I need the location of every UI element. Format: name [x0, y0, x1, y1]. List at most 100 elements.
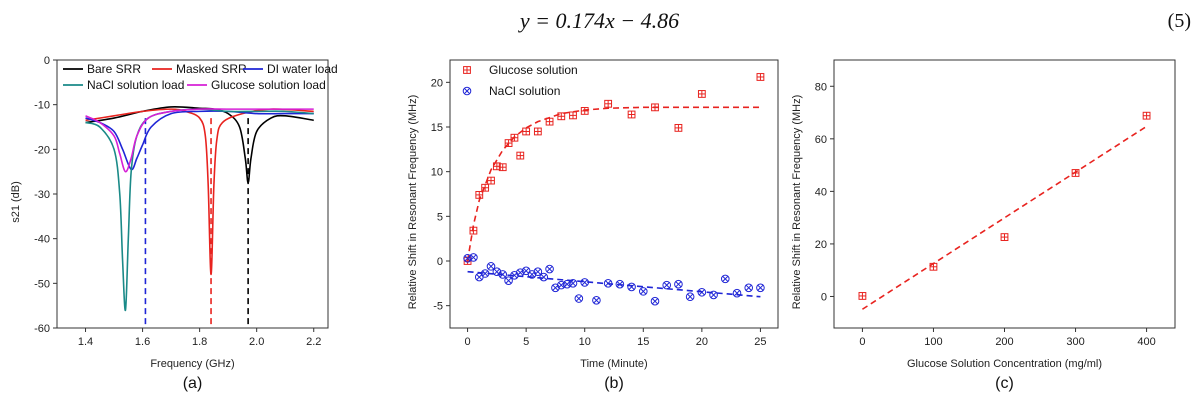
- panel-label: (b): [604, 375, 624, 392]
- plot-area: [463, 73, 765, 306]
- data-point: [858, 292, 867, 300]
- plot-frame: [56, 59, 329, 329]
- y-tick-label: 0: [437, 256, 443, 268]
- data-point: [1000, 233, 1009, 241]
- data-point: [522, 127, 531, 136]
- data-point: [650, 296, 660, 306]
- panel-label: (a): [183, 375, 203, 392]
- data-point: [627, 282, 636, 292]
- data-point: [615, 279, 625, 289]
- data-point: [1142, 111, 1151, 120]
- data-point: [744, 283, 754, 293]
- data-point: [929, 262, 938, 271]
- x-tick-label: 25: [754, 336, 766, 348]
- y-tick-label: -5: [433, 301, 443, 313]
- y-tick-label: -60: [34, 323, 50, 335]
- x-tick-label: 20: [696, 336, 708, 348]
- y-tick-label: 10: [431, 167, 443, 179]
- legend-entry: Glucose solution load: [211, 78, 326, 92]
- y-tick-label: 0: [821, 291, 827, 303]
- x-tick-label: 100: [924, 336, 942, 348]
- x-axis-label: Glucose Solution Concentration (mg/ml): [907, 358, 1102, 370]
- data-point: [756, 73, 765, 81]
- data-point: [674, 123, 683, 132]
- series-line-5: [85, 108, 314, 173]
- y-axis-label: Relative Shift in Resonant Frequency (MH…: [407, 95, 419, 310]
- y-tick-label: -50: [34, 278, 50, 290]
- equation-number: (5): [1167, 10, 1191, 32]
- y-tick-label: 20: [815, 239, 827, 251]
- data-point: [662, 280, 672, 290]
- x-tick-label: 2.2: [306, 336, 321, 348]
- data-point: [603, 279, 613, 288]
- data-point: [627, 110, 636, 119]
- y-tick-label: 80: [815, 81, 827, 93]
- x-tick-label: 1.4: [78, 336, 93, 348]
- data-point: [709, 290, 718, 300]
- x-tick-label: 0: [859, 336, 865, 348]
- data-point: [486, 262, 496, 271]
- x-tick-label: 10: [579, 336, 591, 348]
- y-tick-label: -40: [34, 234, 50, 246]
- x-tick-label: 0: [465, 336, 471, 348]
- y-axis-label: Relative Shift in Resonant Frequency (MH…: [791, 95, 803, 310]
- data-point: [516, 151, 525, 160]
- x-tick-label: 1.8: [192, 336, 207, 348]
- legend: Bare SRR Masked SRR DI water load NaCl solu…: [63, 62, 338, 92]
- data-point: [1071, 169, 1080, 177]
- data-point: [569, 111, 577, 120]
- equation: y = 0.174x − 4.86: [519, 8, 680, 33]
- data-point: [604, 99, 613, 108]
- y-tick-label: 60: [815, 134, 827, 146]
- y-tick-label: 40: [815, 186, 827, 198]
- data-point: [504, 276, 513, 285]
- data-point: [568, 279, 578, 288]
- fit-line-1: [861, 125, 1148, 310]
- legend-entry: Masked SRR: [176, 62, 247, 76]
- series-line-4: [85, 108, 314, 311]
- data-point: [557, 112, 566, 121]
- legend-entry: Bare SRR: [87, 62, 141, 76]
- data-point: [674, 279, 683, 289]
- y-tick-label: 20: [431, 77, 443, 89]
- data-point: [685, 292, 695, 302]
- data-point: [469, 253, 478, 262]
- legend-entry: NaCl solution load: [87, 78, 184, 92]
- x-tick-label: 300: [1066, 336, 1084, 348]
- data-point: [533, 127, 542, 136]
- x-tick-label: 1.6: [135, 336, 150, 348]
- data-point: [697, 90, 706, 98]
- legend-marker: [463, 66, 471, 74]
- data-point: [480, 269, 490, 278]
- y-tick-label: -10: [34, 100, 50, 112]
- data-point: [498, 270, 508, 279]
- data-point: [638, 287, 648, 296]
- x-tick-label: 2.0: [249, 336, 264, 348]
- legend-entry: Glucose solution: [489, 63, 578, 77]
- data-point: [732, 288, 742, 298]
- legend-entry: NaCl solution: [489, 84, 560, 98]
- data-point: [592, 296, 601, 305]
- data-point: [510, 133, 519, 142]
- series-line-3: [85, 110, 314, 171]
- data-point: [574, 294, 584, 303]
- x-tick-label: 400: [1137, 336, 1155, 348]
- data-point: [469, 226, 478, 235]
- plot-area: [858, 111, 1151, 310]
- data-point: [498, 163, 507, 172]
- data-point: [697, 287, 707, 297]
- x-axis-label: Time (Minute): [580, 358, 647, 370]
- fit-line-1: [466, 106, 761, 262]
- legend-entry: DI water load: [267, 62, 338, 76]
- data-point: [533, 267, 543, 277]
- data-point: [580, 278, 590, 287]
- data-point: [580, 107, 589, 115]
- plot-area: [85, 105, 314, 328]
- chart-panel-2: 0 5 10 15 20 25 20 15 10 5 0 -5 Time (Minute) Relativ…: [407, 59, 779, 392]
- series-line-2: [85, 108, 314, 276]
- y-tick-label: -30: [34, 189, 50, 201]
- plot-frame: [449, 59, 779, 329]
- data-point: [539, 272, 549, 282]
